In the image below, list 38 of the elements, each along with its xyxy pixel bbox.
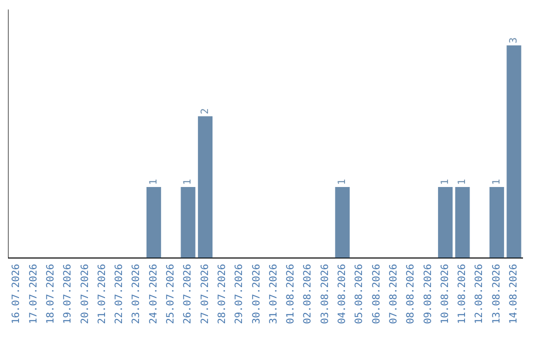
x-tick-label: 01.08.2026: [286, 264, 297, 324]
data-label: 1: [440, 178, 451, 185]
x-tick-label: 16.07.2026: [11, 264, 22, 324]
x-tick-label: 24.07.2026: [148, 264, 160, 324]
data-label: 1: [337, 178, 348, 185]
data-label: 1: [491, 178, 502, 185]
x-tick-label: 21.07.2026: [96, 264, 108, 324]
x-tick-label: 20.07.2026: [80, 264, 91, 324]
data-label: 1: [457, 178, 468, 185]
x-tick-label: 17.07.2026: [28, 264, 40, 324]
x-tick-label: 18.07.2026: [45, 264, 56, 324]
x-tick-label: 10.08.2026: [440, 264, 451, 324]
x-tick-label: 02.08.2026: [302, 264, 314, 324]
data-label: 1: [182, 178, 194, 185]
data-label: 2: [200, 108, 211, 114]
x-tick-label: 27.07.2026: [200, 264, 211, 324]
x-tick-label: 31.07.2026: [268, 264, 280, 324]
x-tick-label: 06.08.2026: [371, 264, 382, 324]
x-tick-label: 09.08.2026: [422, 264, 434, 324]
x-tick-label: 28.07.2026: [216, 264, 228, 324]
x-tick-label: 12.08.2026: [474, 264, 486, 324]
data-label: 3: [508, 37, 520, 44]
x-tick-label: 23.07.2026: [131, 264, 142, 324]
x-tick-label: 19.07.2026: [62, 264, 74, 324]
x-tick-label: 03.08.2026: [320, 264, 331, 324]
x-tick-label: 14.08.2026: [508, 264, 520, 324]
x-tick-label: 26.07.2026: [182, 264, 194, 324]
x-tick-label: 25.07.2026: [166, 264, 177, 324]
x-tick-label: 13.08.2026: [491, 264, 502, 324]
x-tick-label: 29.07.2026: [234, 264, 246, 324]
x-tick-label: 05.08.2026: [354, 264, 366, 324]
x-tick-label: 08.08.2026: [406, 264, 417, 324]
data-label: 1: [148, 178, 160, 185]
x-tick-label: 04.08.2026: [337, 264, 348, 324]
x-tick-label: 11.08.2026: [457, 264, 468, 324]
x-tick-label: 30.07.2026: [251, 264, 262, 324]
x-tick-label: 22.07.2026: [114, 264, 126, 324]
x-tick-label: 07.08.2026: [388, 264, 400, 324]
